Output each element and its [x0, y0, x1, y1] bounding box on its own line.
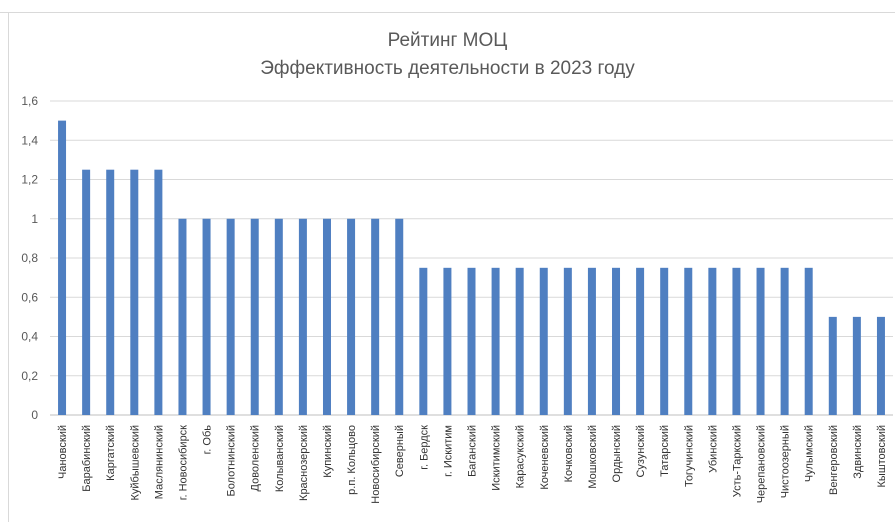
x-tick-label: Купинский — [322, 425, 334, 478]
chart-title: Рейтинг МОЦ — [387, 30, 508, 51]
x-tick-label: Здвинский — [852, 425, 864, 479]
y-tick-label: 0,8 — [21, 251, 38, 265]
x-tick-label: Куйбышевский — [129, 425, 141, 501]
bar — [804, 267, 813, 415]
x-tick-label: р.п. Кольцово — [346, 425, 358, 495]
bar — [226, 218, 235, 415]
y-tick-label: 0,2 — [21, 369, 38, 383]
bar — [58, 120, 67, 415]
bar — [708, 267, 717, 415]
x-tick-label: Кочковский — [563, 425, 575, 482]
bar — [732, 267, 741, 415]
bar — [202, 218, 211, 415]
x-tick-label: Колыванский — [274, 425, 286, 492]
bar — [467, 267, 476, 415]
y-tick-label: 1,6 — [21, 94, 38, 108]
y-tick-label: 1,2 — [21, 173, 38, 187]
x-tick-label: Убинский — [707, 425, 719, 473]
bar — [587, 267, 596, 415]
x-tick-label: г. Обь — [202, 425, 214, 455]
x-tick-label: Ордынский — [611, 425, 623, 482]
y-tick-label: 1,4 — [21, 133, 38, 147]
bar — [154, 169, 163, 415]
x-tick-label: Чановский — [57, 425, 69, 479]
bar — [347, 218, 356, 415]
bar — [612, 267, 621, 415]
x-tick-label: Венгеровский — [828, 425, 840, 495]
x-tick-label: Барабинский — [81, 425, 93, 492]
x-tick-label: Усть-Таркский — [731, 425, 743, 497]
bar — [82, 169, 91, 415]
y-tick-label: 0 — [31, 408, 38, 422]
bar — [515, 267, 524, 415]
x-tick-label: Краснозерский — [298, 425, 310, 501]
x-tick-label: Маслянинский — [153, 425, 165, 499]
y-tick-label: 1 — [31, 212, 38, 226]
x-tick-label: г. Новосибирск — [177, 425, 189, 500]
x-tick-label: Северный — [394, 425, 406, 477]
x-tick-label: Мошковский — [587, 425, 599, 489]
bar — [322, 218, 331, 415]
bar — [852, 316, 861, 415]
bar — [563, 267, 572, 415]
bar — [876, 316, 885, 415]
chart-border-top — [0, 12, 895, 13]
x-tick-label: Доволенский — [250, 425, 262, 492]
bar — [395, 218, 404, 415]
bar — [539, 267, 548, 415]
x-tick-label: Новосибирский — [370, 425, 382, 504]
x-tick-label: Черепановский — [756, 425, 768, 503]
bar — [636, 267, 645, 415]
bar — [106, 169, 115, 415]
chart-subtitle: Эффективность деятельности в 2023 году — [260, 58, 635, 79]
bar — [443, 267, 452, 415]
bar — [756, 267, 765, 415]
bar — [298, 218, 307, 415]
x-tick-label: Сузунский — [635, 425, 647, 478]
bar — [371, 218, 380, 415]
x-tick-label: Каргатский — [105, 425, 117, 481]
x-tick-label: Тогучинский — [683, 425, 695, 487]
bar — [250, 218, 259, 415]
y-tick-label: 0,6 — [21, 290, 38, 304]
x-tick-label: Кыштовский — [876, 425, 888, 488]
x-tick-label: г. Бердск — [418, 425, 430, 470]
bar — [130, 169, 139, 415]
x-tick-label: Татарский — [659, 425, 671, 477]
x-tick-label: Карасукский — [515, 425, 527, 488]
bar — [419, 267, 428, 415]
x-tick-label: г. Искитим — [442, 425, 454, 477]
x-tick-label: Коченевский — [539, 425, 551, 490]
bar — [828, 316, 837, 415]
bar — [274, 218, 283, 415]
bar — [684, 267, 693, 415]
bar — [491, 267, 500, 415]
bar — [178, 218, 187, 415]
x-tick-label: Чулымский — [804, 425, 816, 482]
y-tick-label: 0,4 — [21, 330, 38, 344]
chart-border-left — [8, 12, 9, 522]
bar — [780, 267, 789, 415]
x-tick-label: Искитимский — [491, 425, 503, 491]
bar — [660, 267, 669, 415]
x-tick-label: Болотнинский — [226, 425, 238, 496]
x-tick-label: Баганский — [467, 425, 479, 477]
x-tick-label: Чистоозерный — [780, 425, 792, 498]
